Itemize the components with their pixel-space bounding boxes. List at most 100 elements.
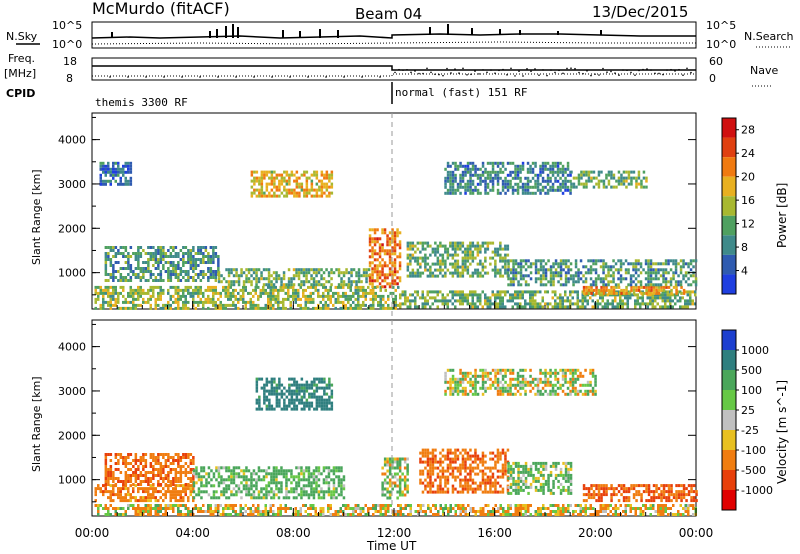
velocity-region-7 bbox=[507, 461, 573, 495]
cpid-strip: CPID themis 3300 RF normal (fast) 151 RF bbox=[6, 82, 527, 109]
colorbar-swatch bbox=[722, 330, 736, 350]
colorbar-tick-label: 100 bbox=[741, 384, 762, 397]
colorbar-swatch bbox=[722, 470, 736, 490]
velocity-colorbar: 1000 500 100 25 -25 -100 -500 -1000 bbox=[721, 329, 773, 511]
colorbar-swatch bbox=[722, 254, 736, 275]
noise-right-bottom-tick: 10^0 bbox=[706, 38, 736, 51]
velocity-region-3 bbox=[192, 466, 346, 500]
nave-dot bbox=[602, 67, 604, 70]
nave-dot bbox=[514, 75, 516, 77]
nave-dot bbox=[418, 72, 420, 75]
nave-dot bbox=[478, 73, 480, 75]
colorbar-swatch bbox=[722, 137, 736, 158]
nave-dot bbox=[562, 72, 564, 75]
velocity-region-4 bbox=[255, 377, 334, 411]
nave-trace bbox=[92, 73, 696, 77]
nave-dot bbox=[606, 71, 608, 73]
nave-dot bbox=[379, 76, 381, 78]
nave-dot bbox=[394, 71, 396, 74]
y-tick-label: 4000 bbox=[58, 341, 86, 354]
y-tick-label: 1000 bbox=[58, 474, 86, 487]
x-tick-label: 00:00 bbox=[75, 526, 110, 540]
freq-bottom-tick: 8 bbox=[66, 72, 73, 85]
nave-dot bbox=[109, 76, 111, 78]
nave-dot bbox=[630, 71, 632, 74]
noise-spikes bbox=[111, 24, 602, 38]
nave-dot bbox=[590, 74, 592, 77]
x-tick-label: 08:00 bbox=[276, 526, 311, 540]
velocity-y-axis-label: Slant Range [km] bbox=[30, 376, 43, 472]
nave-dot bbox=[414, 70, 416, 72]
noise-left-bottom-tick: 10^0 bbox=[52, 38, 82, 51]
nave-dot bbox=[343, 76, 345, 78]
x-tick-label: 00:00 bbox=[679, 526, 714, 540]
noise-left-top-tick: 10^5 bbox=[52, 19, 82, 32]
nave-dot bbox=[666, 69, 668, 71]
nave-dot bbox=[458, 72, 460, 74]
colorbar-tick-label: 24 bbox=[741, 147, 755, 160]
velocity-y-ticks: 1000 2000 3000 4000 bbox=[58, 323, 696, 503]
colorbar-tick-label: -100 bbox=[741, 444, 766, 457]
power-region-4 bbox=[217, 268, 371, 287]
velocity-region-1 bbox=[94, 484, 195, 503]
freq-trace bbox=[92, 65, 696, 71]
colorbar-tick-label: 20 bbox=[741, 171, 755, 184]
colorbar-tick-label: 8 bbox=[741, 241, 748, 254]
velocity-region-5 bbox=[381, 457, 409, 500]
nave-dot bbox=[658, 72, 660, 75]
nave-dot bbox=[622, 69, 624, 71]
nave-dot bbox=[522, 75, 524, 77]
x-axis-label: Time UT bbox=[366, 539, 417, 553]
nave-dot bbox=[566, 67, 568, 70]
x-tick-label: 04:00 bbox=[175, 526, 210, 540]
power-region-2 bbox=[582, 285, 686, 295]
power-region-10 bbox=[444, 161, 572, 195]
nave-dot bbox=[678, 68, 680, 71]
velocity-colorbar-label: Velocity [m s^-1] bbox=[775, 380, 789, 484]
nave-dot bbox=[402, 69, 404, 71]
nave-dot bbox=[510, 67, 512, 70]
nave-dot bbox=[490, 69, 492, 71]
nave-dot bbox=[307, 76, 309, 78]
nave-dot bbox=[470, 73, 472, 76]
nave-dot bbox=[558, 69, 560, 72]
colorbar-tick-label: 25 bbox=[741, 404, 755, 417]
noise-panel: N.Sky 10^5 10^0 10^5 10^0 N.Search bbox=[6, 19, 794, 51]
nave-dot bbox=[686, 67, 688, 70]
nave-dot bbox=[634, 74, 636, 76]
nave-dot bbox=[361, 76, 363, 78]
nave-dot bbox=[682, 74, 684, 77]
colorbar-frame bbox=[721, 117, 737, 295]
nave-dot bbox=[438, 73, 440, 76]
nave-dot bbox=[406, 68, 408, 71]
nave-dot bbox=[462, 67, 464, 70]
colorbar-tick-label: 1000 bbox=[741, 344, 769, 357]
freq-panel: Freq. [MHz] 18 8 60 0 Nave bbox=[4, 52, 778, 87]
velocity-data bbox=[94, 368, 698, 516]
colorbar-swatch bbox=[722, 176, 736, 197]
nave-dot bbox=[325, 76, 327, 78]
y-tick-label: 2000 bbox=[58, 429, 86, 442]
nave-dot bbox=[181, 76, 183, 78]
beam-label: Beam 04 bbox=[355, 5, 422, 23]
colorbar-swatch bbox=[722, 410, 736, 430]
velocity-region-0 bbox=[94, 504, 697, 516]
colorbar-swatch bbox=[722, 157, 736, 177]
nave-dot bbox=[554, 71, 556, 74]
colorbar-tick-label: 500 bbox=[741, 364, 762, 377]
colorbar-tick-label: 4 bbox=[741, 265, 748, 278]
y-tick-label: 3000 bbox=[58, 178, 86, 191]
noise-sky-trace bbox=[91, 33, 696, 39]
nave-dot bbox=[578, 71, 580, 74]
nave-dot bbox=[442, 74, 444, 77]
nave-dot bbox=[145, 76, 147, 78]
power-region-11 bbox=[570, 170, 648, 189]
power-panel: 1000 2000 3000 4000 Slant Range [km] bbox=[30, 112, 698, 310]
nave-dot bbox=[570, 67, 572, 69]
power-region-0 bbox=[94, 285, 400, 310]
nave-dot bbox=[410, 71, 412, 74]
nsearch-label: N.Search bbox=[744, 30, 794, 43]
power-region-3 bbox=[104, 246, 220, 282]
nave-dot bbox=[486, 71, 488, 74]
colorbar-swatch bbox=[722, 390, 736, 410]
